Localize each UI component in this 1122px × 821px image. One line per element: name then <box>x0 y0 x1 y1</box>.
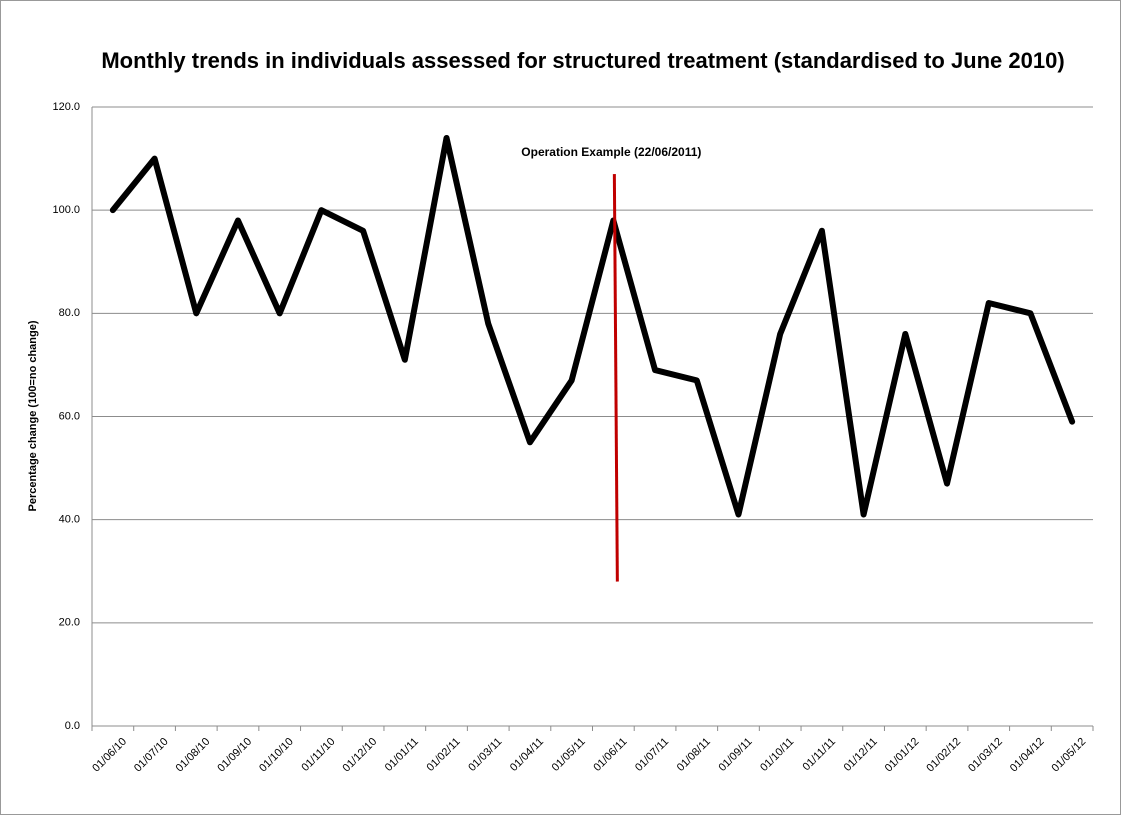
chart-title: Monthly trends in individuals assessed f… <box>101 48 1064 73</box>
y-tick-label: 40.0 <box>59 514 80 526</box>
y-tick-label: 80.0 <box>59 307 80 319</box>
y-tick-label: 100.0 <box>52 204 80 216</box>
y-tick-label: 0.0 <box>65 720 80 732</box>
annotation-line <box>612 174 619 582</box>
y-axis-label: Percentage change (100=no change) <box>27 320 39 511</box>
y-tick-label: 60.0 <box>59 410 80 422</box>
y-tick-label: 20.0 <box>59 617 80 629</box>
y-tick-label: 120.0 <box>52 101 80 113</box>
annotation-label: Operation Example (22/06/2011) <box>521 145 701 159</box>
data-line <box>109 134 1076 518</box>
